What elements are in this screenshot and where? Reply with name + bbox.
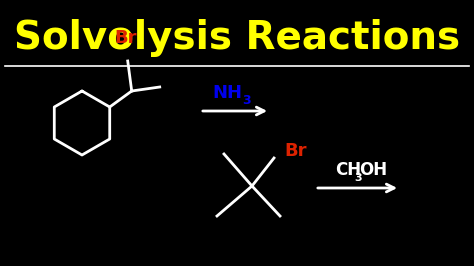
Text: NH: NH (212, 84, 242, 102)
Text: Solvolysis Reactions: Solvolysis Reactions (14, 19, 460, 57)
Text: CH: CH (336, 161, 362, 179)
Text: Br: Br (114, 29, 137, 47)
Text: 3: 3 (355, 173, 362, 183)
Text: Br: Br (284, 142, 307, 160)
Text: OH: OH (359, 161, 388, 179)
Text: 3: 3 (243, 94, 251, 106)
